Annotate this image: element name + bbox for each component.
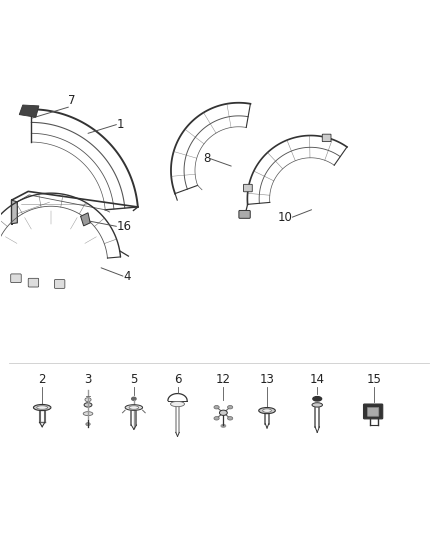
Ellipse shape <box>313 397 321 401</box>
Ellipse shape <box>219 410 227 415</box>
Text: 8: 8 <box>203 152 210 165</box>
Text: 14: 14 <box>310 373 325 386</box>
Ellipse shape <box>37 406 48 409</box>
Ellipse shape <box>132 397 136 400</box>
Ellipse shape <box>259 408 276 414</box>
Text: 7: 7 <box>68 94 76 107</box>
FancyBboxPatch shape <box>28 278 39 287</box>
Ellipse shape <box>263 409 272 413</box>
Text: 4: 4 <box>123 270 131 282</box>
Ellipse shape <box>85 398 91 402</box>
Text: 2: 2 <box>39 373 46 386</box>
Ellipse shape <box>84 403 92 407</box>
FancyBboxPatch shape <box>54 280 65 288</box>
Ellipse shape <box>83 411 93 416</box>
Text: 6: 6 <box>174 373 181 386</box>
Ellipse shape <box>227 417 233 420</box>
Ellipse shape <box>33 405 51 410</box>
Ellipse shape <box>214 406 219 409</box>
Text: 1: 1 <box>117 118 124 131</box>
Polygon shape <box>81 213 90 226</box>
Ellipse shape <box>214 417 219 420</box>
Text: 16: 16 <box>117 220 131 233</box>
Text: 13: 13 <box>260 373 275 386</box>
Text: 5: 5 <box>130 373 138 386</box>
Ellipse shape <box>86 423 90 426</box>
FancyBboxPatch shape <box>11 274 21 282</box>
FancyBboxPatch shape <box>364 404 383 419</box>
Ellipse shape <box>227 406 233 409</box>
Ellipse shape <box>125 405 143 410</box>
FancyBboxPatch shape <box>322 134 331 142</box>
FancyBboxPatch shape <box>239 211 250 219</box>
Text: 3: 3 <box>85 373 92 386</box>
Text: 10: 10 <box>278 211 292 224</box>
Ellipse shape <box>221 425 226 427</box>
FancyBboxPatch shape <box>367 408 379 416</box>
Ellipse shape <box>129 406 139 409</box>
Ellipse shape <box>312 403 322 407</box>
FancyBboxPatch shape <box>244 184 252 192</box>
Text: 15: 15 <box>367 373 381 386</box>
Polygon shape <box>12 200 17 224</box>
Polygon shape <box>19 105 39 117</box>
Ellipse shape <box>170 401 184 407</box>
Text: 12: 12 <box>216 373 231 386</box>
